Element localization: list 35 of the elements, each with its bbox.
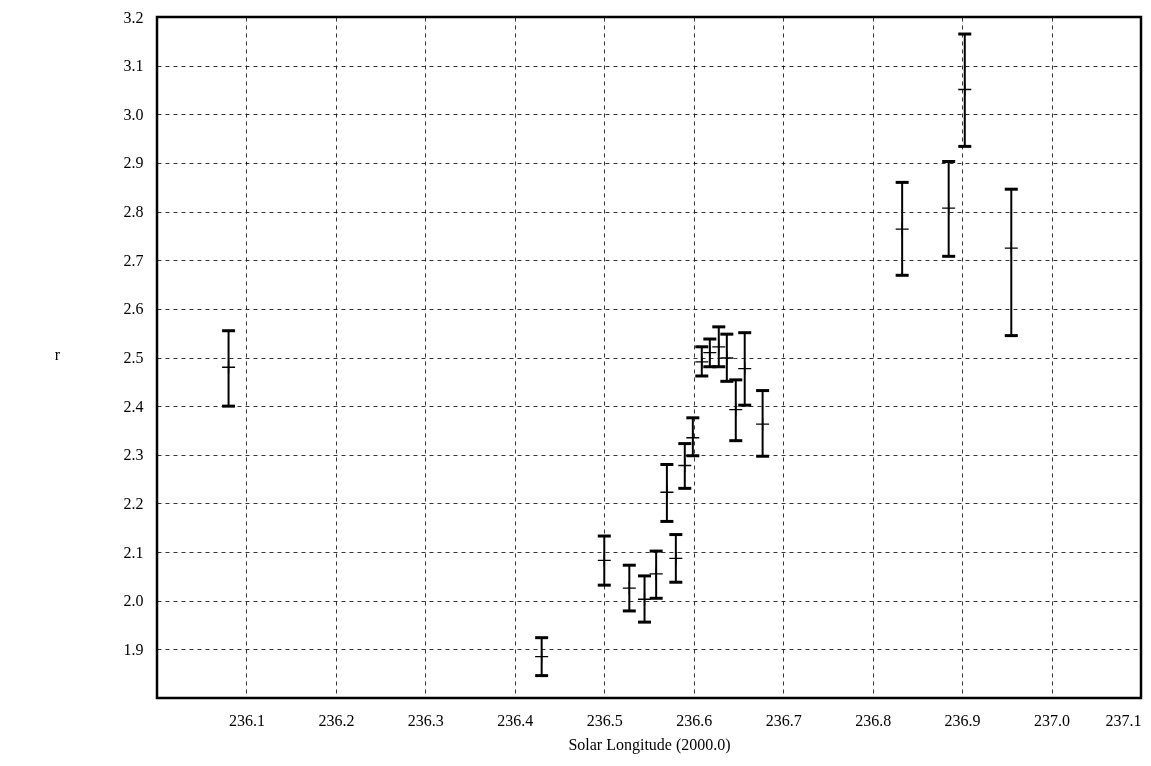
x-tick-label: 236.3 (407, 711, 444, 729)
x-tick-label: 236.2 (318, 711, 355, 729)
y-tick-label: 2.1 (123, 543, 144, 561)
x-tick-label: 236.1 (228, 711, 265, 729)
y-axis-title: r (54, 345, 61, 363)
y-tick-label: 2.7 (123, 251, 144, 269)
point (895, 222, 909, 236)
x-axis-title: Solar Longitude (2000.0) (568, 735, 731, 754)
y-tick-label: 3.2 (123, 8, 144, 26)
y-tick-label: 2.4 (123, 397, 144, 415)
x-tick-label: 236.6 (676, 711, 713, 729)
y-tick-label: 2.9 (123, 154, 144, 172)
y-tick-label: 2.3 (123, 446, 144, 464)
point (720, 351, 734, 365)
x-tick-label: 236.9 (944, 711, 981, 729)
point (1004, 241, 1018, 255)
x-tick-label: 236.7 (765, 711, 802, 729)
y-tick-label: 1.9 (123, 640, 144, 658)
x-tick-label: 236.4 (497, 711, 534, 729)
x-tick-label: 237.0 (1034, 711, 1071, 729)
x-tick-label: 236.8 (855, 711, 892, 729)
x-tick-label: 237.1 (1105, 711, 1142, 729)
y-tick-label: 2.5 (123, 349, 144, 366)
y-tick-label: 2.0 (123, 592, 144, 610)
y-tick-label: 2.2 (123, 494, 144, 512)
point (660, 485, 674, 499)
point (756, 417, 770, 431)
point (695, 355, 709, 369)
point (649, 567, 663, 581)
point (622, 581, 636, 595)
y-tick-label: 2.8 (123, 203, 144, 221)
y-tick-label: 2.6 (123, 300, 144, 318)
y-tick-label: 3.0 (123, 105, 144, 123)
x-tick-label: 236.5 (586, 711, 623, 729)
y-tick-label: 3.1 (123, 57, 144, 75)
